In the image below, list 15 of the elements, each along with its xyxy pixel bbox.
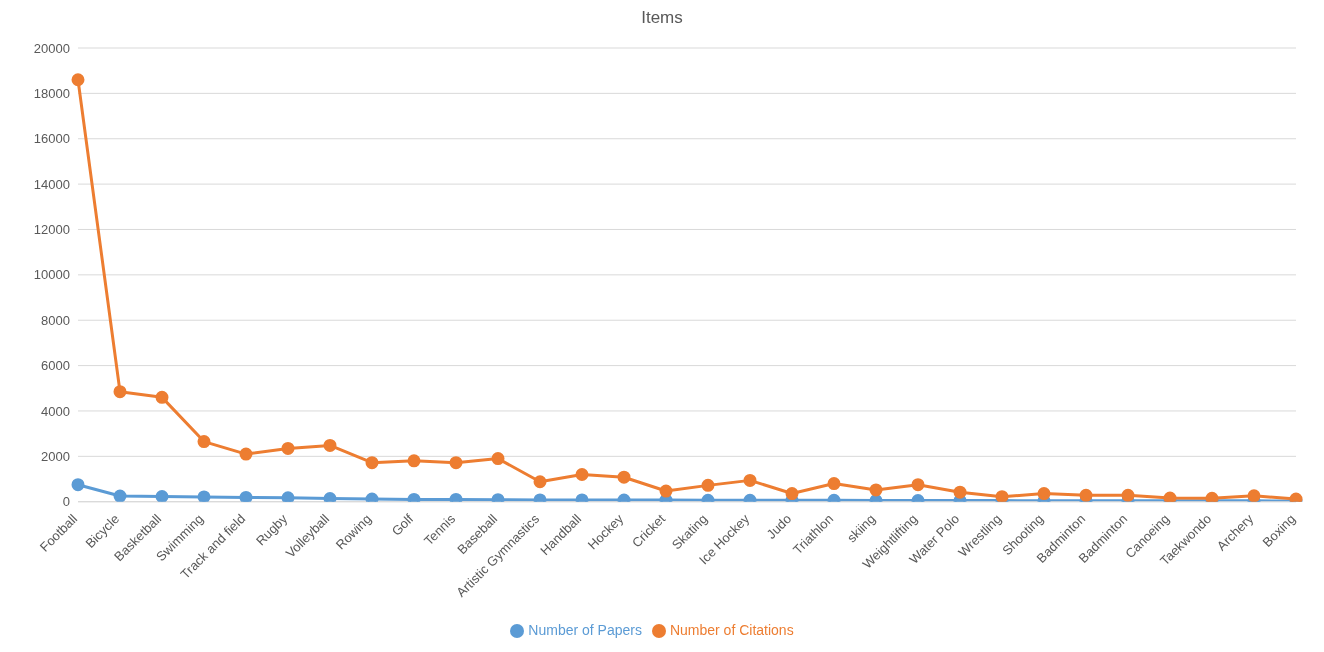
y-tick-label: 20000	[33, 40, 70, 56]
x-tick-label: Golf	[388, 510, 417, 539]
y-tick-label: 2000	[41, 448, 70, 464]
y-tick-label: 14000	[33, 176, 70, 192]
y-tick-label: 18000	[33, 85, 70, 101]
y-tick-label: 4000	[41, 403, 70, 419]
y-tick-label: 0	[62, 494, 70, 510]
legend-label: Number of Papers	[528, 621, 642, 638]
y-tick-label: 8000	[41, 312, 70, 328]
chart-title: Items	[640, 8, 684, 28]
y-tick-label: 10000	[33, 267, 70, 283]
y-tick-label: 12000	[33, 222, 70, 238]
y-tick-label: 6000	[41, 358, 70, 374]
y-tick-label: 16000	[33, 131, 70, 147]
legend-label: Number of Citations	[669, 621, 794, 638]
